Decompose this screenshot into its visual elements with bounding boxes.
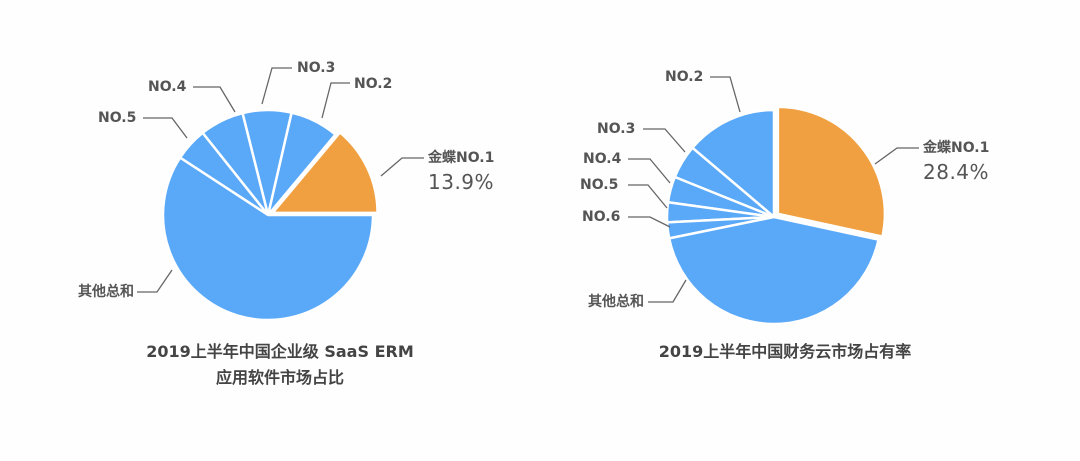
- left-label-no3: NO.3: [297, 60, 336, 76]
- right-chart-title: 2019上半年中国财务云市场占有率: [658, 342, 912, 361]
- pie-slice: [271, 131, 379, 215]
- leader-line-left-no3: [261, 67, 292, 105]
- left-chart-title-line2: 应用软件市场占比: [215, 368, 344, 387]
- pie-slice: [161, 156, 375, 322]
- leader-line-right-no4: [628, 158, 671, 184]
- left-chart-title: 2019上半年中国企业级 SaaS ERM 应用软件市场占比: [110, 339, 450, 391]
- left-label-no2: NO.2: [354, 76, 393, 92]
- pie-slice: [691, 108, 776, 219]
- leader-line-left-other: [137, 269, 173, 293]
- leader-line-left-no5: [143, 117, 188, 139]
- right-label-no3: NO.3: [597, 121, 636, 137]
- right-label-other: 其他总和: [588, 294, 644, 310]
- left-label-other: 其他总和: [78, 284, 134, 300]
- leader-line-right-other: [648, 279, 687, 303]
- pie-slice: [667, 215, 880, 326]
- leader-line-right-no5: [628, 184, 668, 209]
- leader-line-left-no2: [321, 82, 350, 119]
- right-label-no6: NO.6: [582, 209, 621, 225]
- left-label-no5: NO.5: [98, 110, 137, 126]
- leader-line-left-no4: [193, 86, 236, 113]
- right-pie-chart: [665, 105, 887, 326]
- left-chart-title-line1: 2019上半年中国企业级 SaaS ERM: [146, 342, 414, 361]
- leader-line-left-no1: [380, 157, 424, 177]
- leader-line-right-no6: [628, 216, 671, 228]
- left-pie-chart: [161, 108, 379, 322]
- right-label-no1-value: 28.4%: [923, 160, 990, 184]
- leader-line-right-no2: [710, 76, 741, 113]
- pie-slice: [776, 105, 887, 238]
- right-label-no4: NO.4: [583, 151, 622, 167]
- right-label-no2: NO.2: [665, 69, 704, 85]
- right-label-no1: 金蝶NO.1: [923, 140, 990, 156]
- left-label-no1-value: 13.9%: [428, 170, 495, 194]
- leader-lines: [137, 67, 919, 303]
- leader-line-right-no1: [874, 147, 919, 165]
- left-label-no4: NO.4: [148, 79, 187, 95]
- leader-line-right-no3: [643, 128, 686, 153]
- left-label-no1: 金蝶NO.1: [428, 150, 495, 166]
- right-label-no5: NO.5: [580, 177, 619, 193]
